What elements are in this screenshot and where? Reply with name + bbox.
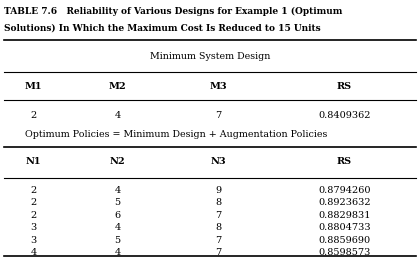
Text: RS: RS (337, 82, 352, 91)
Text: 0.8804733: 0.8804733 (318, 223, 371, 232)
Text: TABLE 7.6   Reliability of Various Designs for Example 1 (Optimum: TABLE 7.6 Reliability of Various Designs… (4, 6, 343, 16)
Text: 0.8829831: 0.8829831 (318, 211, 371, 220)
Text: 9: 9 (215, 186, 221, 195)
Text: 2: 2 (31, 211, 37, 220)
Text: 0.8598573: 0.8598573 (318, 248, 370, 257)
Text: 2: 2 (31, 198, 37, 207)
Text: N1: N1 (26, 157, 41, 166)
Text: 7: 7 (215, 248, 221, 257)
Text: RS: RS (337, 157, 352, 166)
Text: 4: 4 (115, 248, 121, 257)
Text: M2: M2 (109, 82, 126, 91)
Text: Optimum Policies = Minimum Design + Augmentation Policies: Optimum Policies = Minimum Design + Augm… (25, 130, 328, 139)
Text: 4: 4 (115, 186, 121, 195)
Text: 5: 5 (115, 198, 121, 207)
Text: 4: 4 (115, 110, 121, 120)
Text: 6: 6 (115, 211, 121, 220)
Text: N3: N3 (210, 157, 226, 166)
Text: 5: 5 (115, 236, 121, 245)
Text: M1: M1 (25, 82, 42, 91)
Text: M3: M3 (210, 82, 227, 91)
Text: 2: 2 (31, 186, 37, 195)
Text: 3: 3 (31, 236, 37, 245)
Text: 4: 4 (31, 248, 37, 257)
Text: 3: 3 (31, 223, 37, 232)
Text: 7: 7 (215, 236, 221, 245)
Text: 2: 2 (31, 110, 37, 120)
Text: 7: 7 (215, 110, 221, 120)
Text: 0.8794260: 0.8794260 (318, 186, 371, 195)
Text: N2: N2 (110, 157, 126, 166)
Text: 4: 4 (115, 223, 121, 232)
Text: 0.8923632: 0.8923632 (318, 198, 371, 207)
Text: 8: 8 (215, 223, 221, 232)
Text: 0.8859690: 0.8859690 (318, 236, 370, 245)
Text: Solutions) In Which the Maximum Cost Is Reduced to 15 Units: Solutions) In Which the Maximum Cost Is … (4, 23, 321, 32)
Text: 8: 8 (215, 198, 221, 207)
Text: 0.8409362: 0.8409362 (318, 110, 371, 120)
Text: 7: 7 (215, 211, 221, 220)
Text: Minimum System Design: Minimum System Design (150, 52, 270, 61)
